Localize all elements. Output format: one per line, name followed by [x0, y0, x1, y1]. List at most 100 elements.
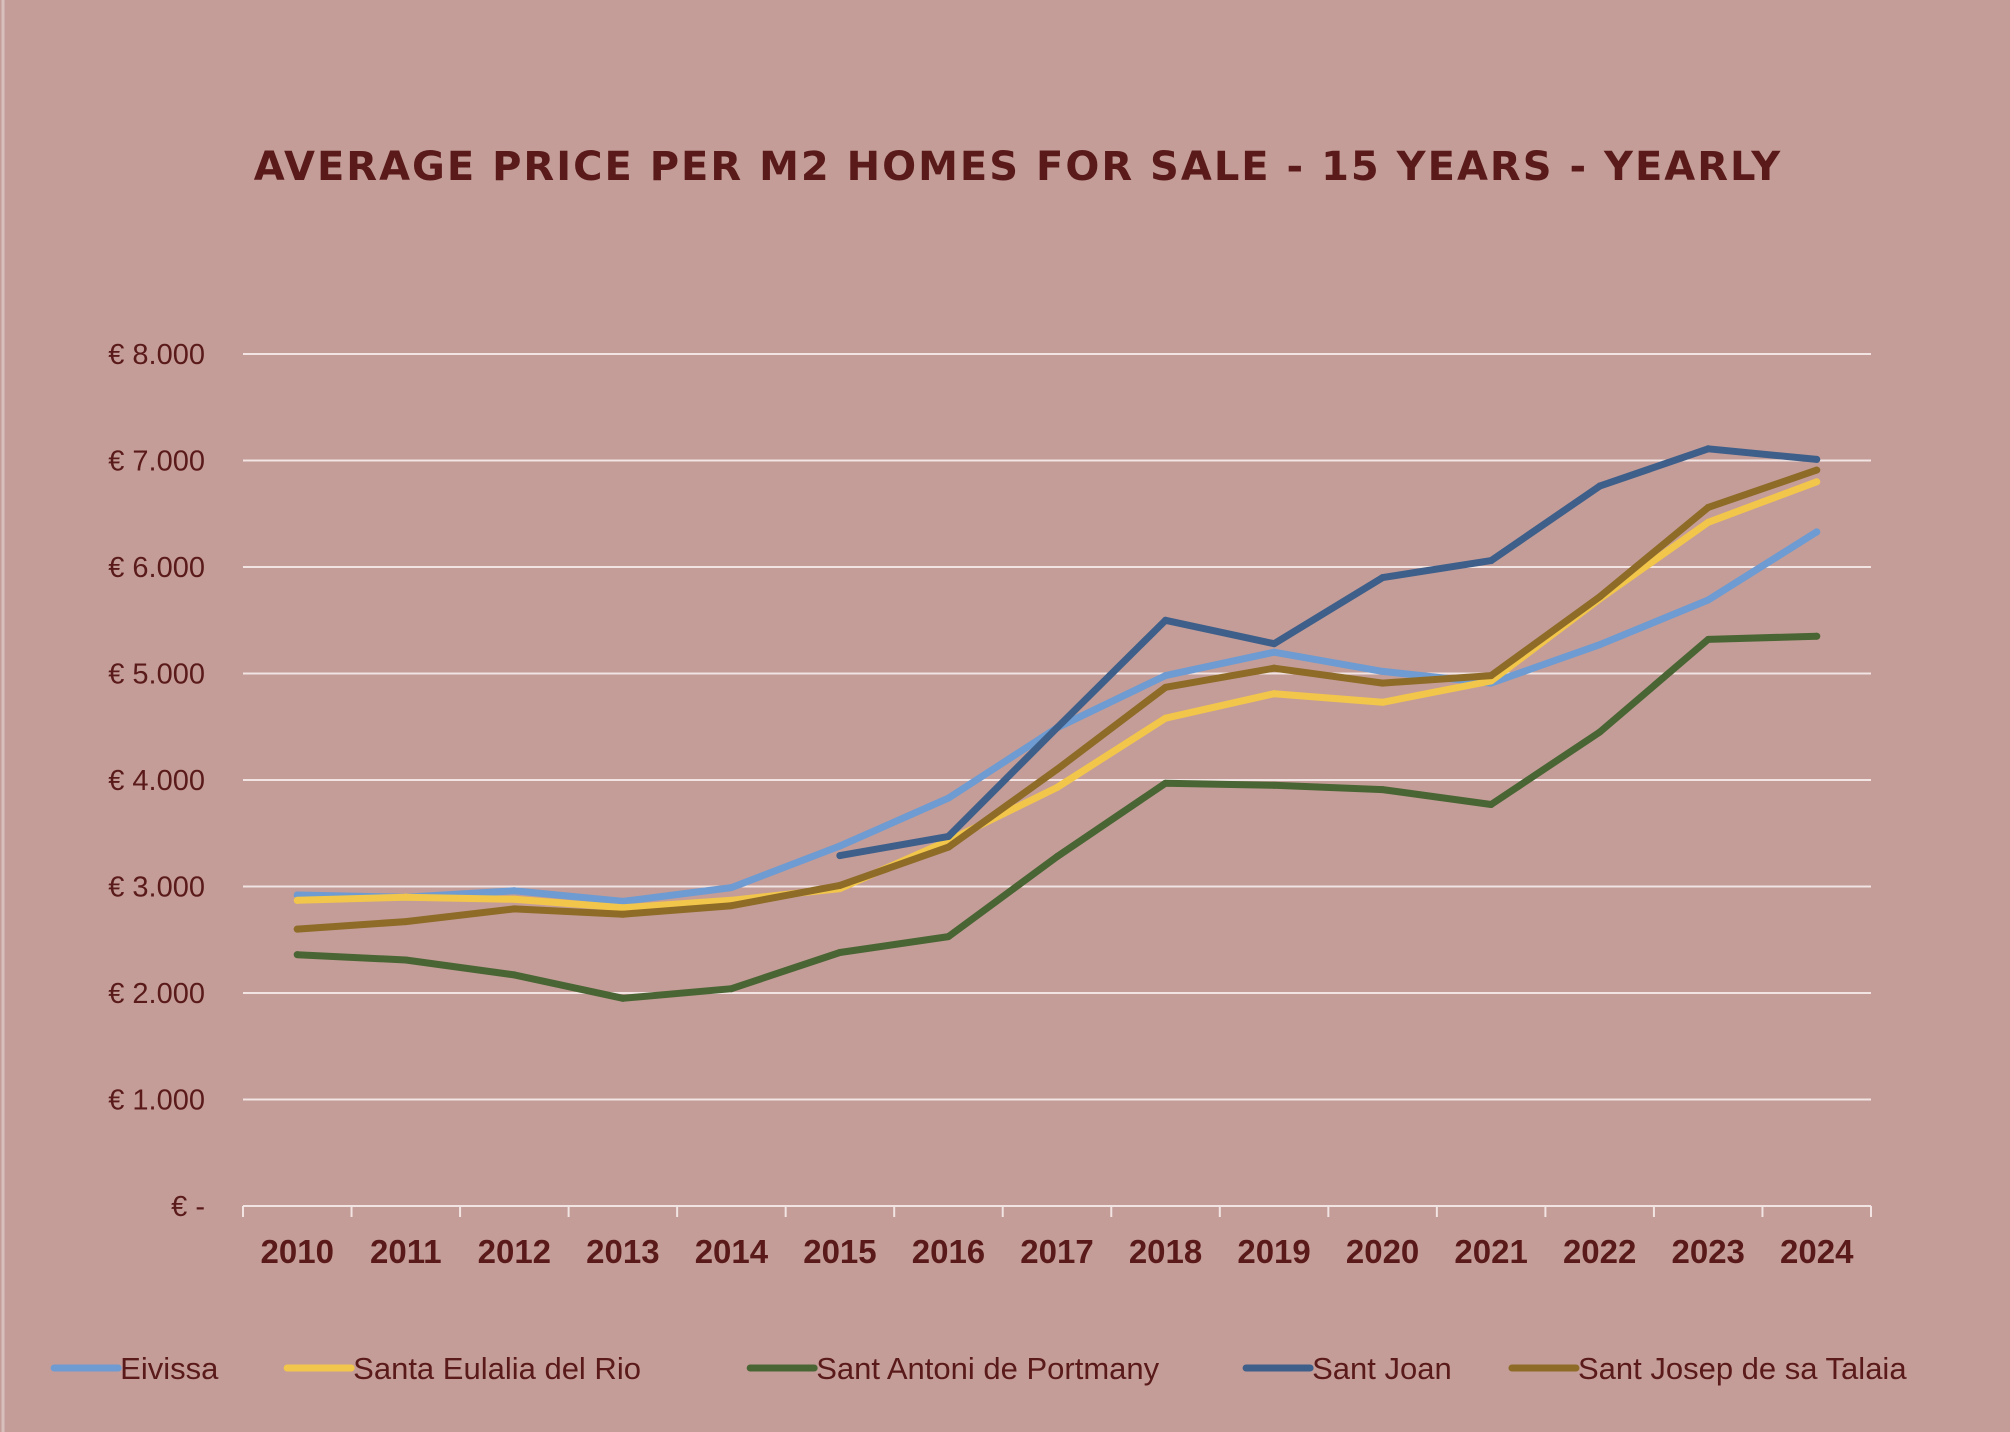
x-tick-label: 2013	[586, 1233, 659, 1270]
data-point	[1053, 853, 1061, 861]
y-tick-label: € -	[171, 1191, 205, 1223]
data-point	[1379, 679, 1387, 687]
data-point	[836, 949, 844, 957]
data-point	[1053, 783, 1061, 791]
legend-label: Santa Eulalia del Rio	[353, 1351, 641, 1386]
x-tick-label: 2024	[1780, 1233, 1854, 1270]
data-point	[293, 951, 301, 959]
y-tick-label: € 6.000	[108, 552, 205, 584]
x-tick-label: 2010	[261, 1233, 334, 1270]
y-tick-label: € 3.000	[108, 872, 205, 904]
y-tick-label: € 5.000	[108, 659, 205, 691]
data-point	[1487, 800, 1495, 808]
data-point	[944, 843, 952, 851]
y-tick-label: € 8.000	[108, 339, 205, 371]
data-point	[1487, 672, 1495, 680]
data-point	[1053, 765, 1061, 773]
data-point	[402, 956, 410, 964]
data-point	[1813, 466, 1821, 474]
x-tick-label: 2021	[1454, 1233, 1527, 1270]
data-point	[1813, 478, 1821, 486]
data-point	[1704, 596, 1712, 604]
legend-label: Sant Antoni de Portmany	[816, 1351, 1159, 1386]
y-tick-label: € 4.000	[108, 765, 205, 797]
data-point	[1162, 672, 1170, 680]
data-point	[944, 832, 952, 840]
x-tick-label: 2022	[1563, 1233, 1636, 1270]
data-point	[1813, 528, 1821, 536]
series-sant-joan	[836, 445, 1821, 860]
series-lines	[293, 445, 1821, 1002]
data-point	[1162, 779, 1170, 787]
x-tick-label: 2018	[1129, 1233, 1202, 1270]
data-point	[1704, 445, 1712, 453]
x-tick-label: 2014	[695, 1233, 769, 1270]
x-tick-label: 2020	[1346, 1233, 1419, 1270]
data-point	[1379, 574, 1387, 582]
legend-item-santa-eulalia-del-rio: Santa Eulalia del Rio	[283, 1351, 641, 1386]
y-axis-ticks: € - € 1.000 € 2.000 € 3.000 € 4.000 € 5.000 € …	[108, 339, 205, 1223]
x-axis: 2010 2011 2012 2013 2014 2015 2016 2017 2018 2019…	[242, 1205, 1872, 1270]
data-point	[1379, 786, 1387, 794]
data-point	[293, 896, 301, 904]
data-point	[1270, 690, 1278, 698]
data-point	[402, 893, 410, 901]
data-point	[293, 925, 301, 933]
data-point	[1596, 728, 1604, 736]
data-point	[836, 881, 844, 889]
chart-title: AVERAGE PRICE PER M2 HOMES FOR SALE - 15…	[254, 144, 1783, 190]
data-point	[727, 884, 735, 892]
data-point	[1704, 635, 1712, 643]
data-point	[510, 905, 518, 913]
legend: Eivissa Santa Eulalia del Rio Sant Antoni …	[50, 1351, 1907, 1386]
legend-label: Sant Josep de sa Talaia	[1578, 1351, 1907, 1386]
data-point	[1379, 667, 1387, 675]
data-point	[1704, 503, 1712, 511]
data-point	[1704, 518, 1712, 526]
y-tick-label: € 2.000	[108, 978, 205, 1010]
data-point	[1596, 593, 1604, 601]
x-tick-label: 2019	[1237, 1233, 1310, 1270]
data-point	[510, 895, 518, 903]
x-tick-label: 2015	[803, 1233, 876, 1270]
data-point	[619, 994, 627, 1002]
data-point	[619, 904, 627, 912]
data-point	[1162, 616, 1170, 624]
data-point	[1813, 455, 1821, 463]
data-point	[1596, 641, 1604, 649]
data-point	[619, 897, 627, 905]
data-point	[944, 794, 952, 802]
data-point	[1813, 632, 1821, 640]
legend-item-sant-joan: Sant Joan	[1242, 1351, 1452, 1386]
legend-item-sant-josep-de-sa-talaia: Sant Josep de sa Talaia	[1508, 1351, 1907, 1386]
data-point	[1379, 698, 1387, 706]
legend-label: Sant Joan	[1312, 1351, 1452, 1386]
legend-label: Eivissa	[120, 1351, 219, 1386]
data-point	[1053, 724, 1061, 732]
data-point	[944, 933, 952, 941]
series-line-sant-joan	[836, 445, 1821, 860]
series-sant-josep-de-sa-talaia	[293, 466, 1821, 933]
data-point	[836, 842, 844, 850]
data-point	[1162, 714, 1170, 722]
data-point	[1270, 664, 1278, 672]
x-tick-label: 2016	[912, 1233, 985, 1270]
y-tick-label: € 1.000	[108, 1085, 205, 1117]
x-tick-label: 2017	[1020, 1233, 1093, 1270]
x-tick-label: 2012	[478, 1233, 551, 1270]
data-point	[1270, 640, 1278, 648]
data-point	[1596, 482, 1604, 490]
data-point	[727, 985, 735, 993]
data-point	[1270, 781, 1278, 789]
series-sant-antoni-de-portmany	[293, 632, 1821, 1002]
legend-item-eivissa: Eivissa	[50, 1351, 219, 1386]
data-point	[510, 971, 518, 979]
data-point	[1270, 648, 1278, 656]
gridlines	[243, 353, 1871, 1101]
data-point	[510, 887, 518, 895]
data-point	[836, 852, 844, 860]
data-point	[402, 918, 410, 926]
